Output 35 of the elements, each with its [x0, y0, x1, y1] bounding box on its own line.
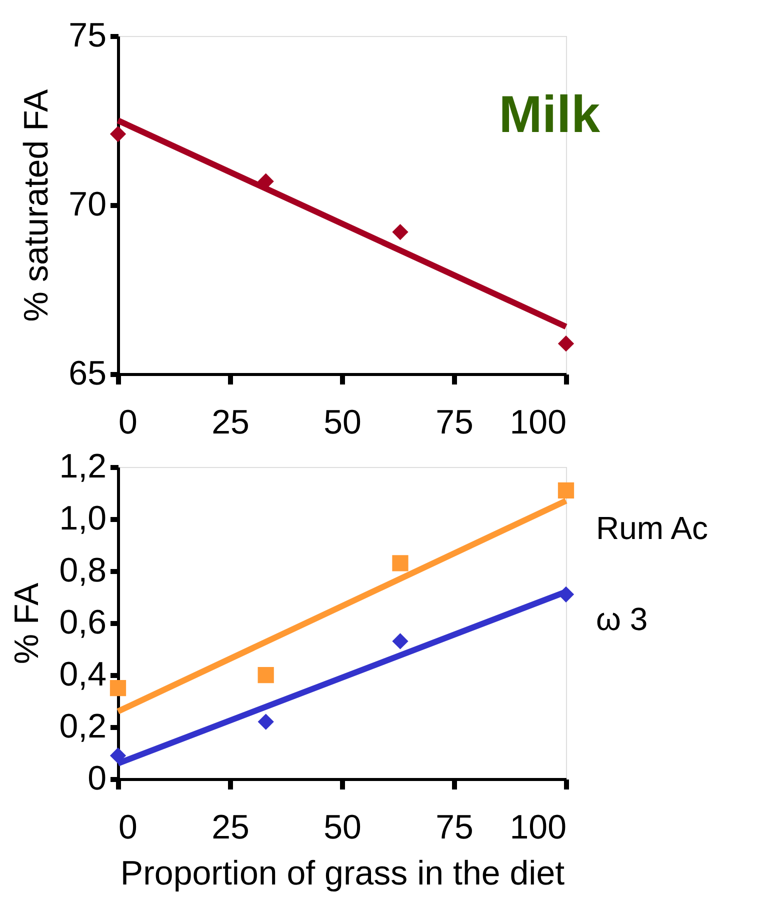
series-label: Rum Ac [596, 510, 708, 546]
point [392, 555, 408, 572]
x-tick-label: 75 [436, 808, 474, 846]
y-tick-label: 0,6 [59, 604, 106, 642]
x-tick-label: 50 [324, 808, 362, 846]
point [110, 126, 126, 142]
y-tick-label: 0 [88, 760, 106, 798]
y-tick-label: 75 [68, 16, 106, 54]
x-axis-title: Proportion of grass in the diet [120, 854, 566, 892]
x-tick-label: 100 [510, 808, 566, 846]
x-tick-label: 0 [118, 808, 138, 846]
point [392, 633, 408, 650]
x-tick-label: 100 [510, 404, 566, 442]
x-tick-label: 25 [212, 808, 250, 846]
y-tick-label: 65 [68, 354, 106, 392]
point [258, 666, 274, 684]
y-tick-label: 70 [68, 186, 106, 224]
point [558, 482, 574, 498]
point [110, 680, 126, 696]
annotation: Milk [498, 86, 600, 144]
point [558, 336, 574, 352]
y-tick-label: 0,8 [59, 552, 106, 590]
y-tick-label: 1,0 [59, 500, 106, 538]
point [392, 224, 408, 240]
x-tick-label: 25 [212, 404, 250, 442]
y-tick-label: 1,2 [59, 448, 106, 486]
x-tick-label: 75 [436, 404, 474, 442]
y-tick-label: 0,2 [59, 708, 106, 746]
y-axis-title: % saturated FA [18, 88, 56, 322]
series-label: ω 3 [596, 600, 648, 637]
point [258, 714, 274, 730]
y-tick-label: 0,4 [59, 656, 106, 694]
x-tick-label: 50 [324, 404, 362, 442]
x-tick-label: 0 [118, 404, 138, 442]
y-axis-title: % FA [8, 582, 46, 664]
